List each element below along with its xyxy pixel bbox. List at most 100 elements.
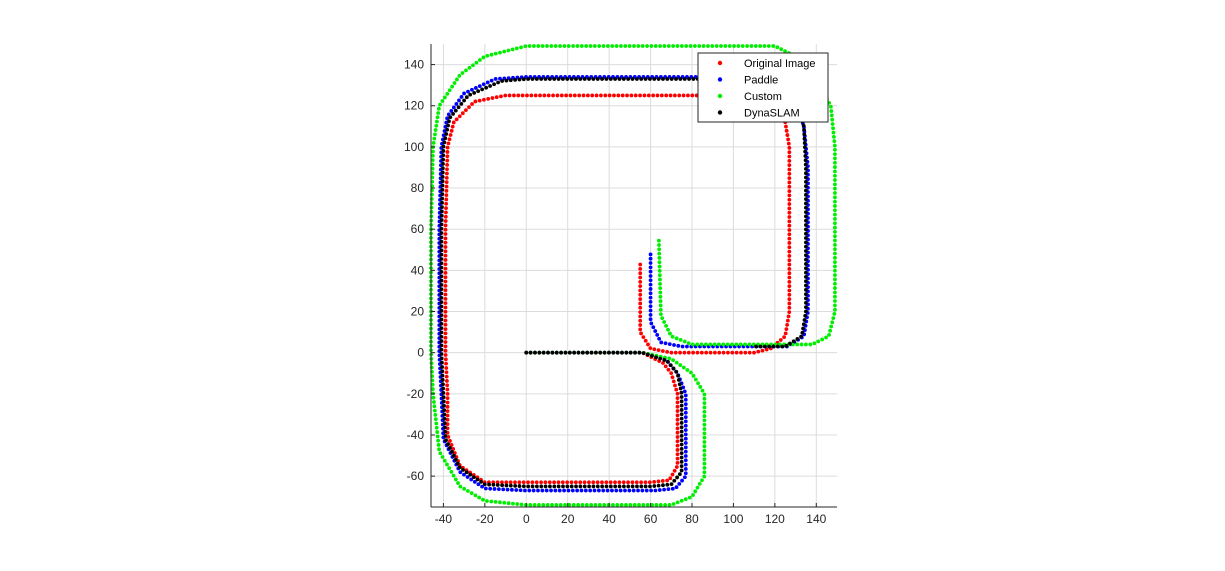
data-point	[505, 487, 510, 492]
data-point	[585, 350, 590, 355]
data-point	[451, 447, 456, 451]
data-point	[513, 483, 518, 488]
data-point	[604, 77, 609, 81]
data-point	[686, 350, 691, 355]
y-tick-label: 80	[411, 181, 425, 195]
data-point	[442, 421, 447, 425]
data-point	[674, 387, 679, 392]
data-point	[602, 503, 607, 507]
data-point	[436, 443, 441, 447]
data-point	[657, 243, 661, 247]
data-point	[677, 481, 682, 486]
data-point	[702, 470, 707, 475]
data-point	[803, 149, 808, 154]
data-point	[833, 234, 837, 239]
data-point	[429, 205, 434, 210]
data-point	[681, 365, 686, 370]
data-point	[565, 480, 570, 485]
data-point	[519, 502, 524, 507]
data-point	[828, 328, 832, 333]
data-point	[616, 93, 621, 98]
data-point	[443, 288, 448, 293]
data-point	[686, 341, 691, 346]
data-point	[679, 455, 684, 460]
data-point	[569, 484, 574, 489]
data-point	[668, 476, 673, 481]
data-point	[732, 44, 736, 48]
data-point	[604, 480, 609, 485]
data-point	[657, 273, 662, 278]
data-point	[475, 477, 480, 482]
data-point	[575, 44, 580, 48]
data-point	[542, 93, 547, 98]
data-point	[690, 342, 695, 347]
data-point	[432, 136, 437, 141]
data-point	[453, 108, 458, 113]
data-point	[450, 124, 455, 129]
data-point	[580, 350, 585, 355]
data-point	[787, 266, 792, 271]
data-point	[630, 480, 635, 485]
data-point	[556, 77, 561, 81]
data-point	[669, 371, 674, 376]
data-point	[447, 466, 452, 471]
data-point	[702, 396, 707, 401]
legend-label: DynaSLAM	[744, 108, 800, 120]
data-point	[481, 55, 486, 60]
data-point	[682, 77, 687, 81]
data-point	[683, 436, 688, 441]
data-point	[679, 425, 684, 430]
data-point	[549, 44, 554, 48]
data-point	[700, 388, 705, 393]
data-point	[760, 348, 765, 353]
data-point	[429, 361, 434, 366]
data-point	[585, 93, 590, 98]
data-point	[451, 473, 456, 478]
data-point	[666, 327, 670, 332]
data-point	[703, 342, 708, 347]
data-point	[648, 278, 653, 283]
data-point	[803, 145, 807, 150]
data-point	[457, 465, 462, 470]
data-point	[596, 488, 601, 493]
data-point	[582, 77, 587, 81]
data-point	[683, 467, 688, 471]
data-point	[439, 291, 444, 296]
data-point	[429, 365, 434, 370]
data-point	[683, 445, 688, 450]
data-point	[804, 184, 808, 189]
data-point	[672, 478, 677, 483]
data-point	[683, 449, 688, 454]
data-point	[443, 425, 447, 430]
data-point	[439, 257, 444, 261]
data-point	[787, 288, 792, 293]
data-point	[655, 93, 660, 98]
data-point	[683, 410, 688, 415]
data-point	[594, 93, 599, 98]
data-point	[833, 225, 837, 230]
data-point	[547, 480, 552, 485]
data-point	[833, 229, 837, 234]
data-point	[576, 503, 581, 507]
data-point	[833, 165, 837, 169]
data-point	[702, 453, 707, 457]
data-point	[451, 105, 456, 110]
data-point	[439, 308, 444, 313]
data-point	[804, 283, 808, 288]
data-point	[638, 310, 643, 314]
data-point	[459, 95, 464, 99]
data-point	[667, 356, 672, 361]
data-point	[675, 400, 680, 405]
data-point	[665, 478, 670, 483]
data-point	[617, 480, 622, 485]
data-point	[833, 299, 837, 303]
data-point	[790, 342, 795, 347]
data-point	[439, 304, 444, 309]
data-point	[530, 484, 535, 489]
data-point	[588, 488, 593, 493]
data-point	[658, 299, 663, 304]
data-point	[702, 474, 707, 479]
data-point	[443, 322, 448, 327]
data-point	[473, 99, 478, 104]
data-point	[787, 228, 792, 232]
